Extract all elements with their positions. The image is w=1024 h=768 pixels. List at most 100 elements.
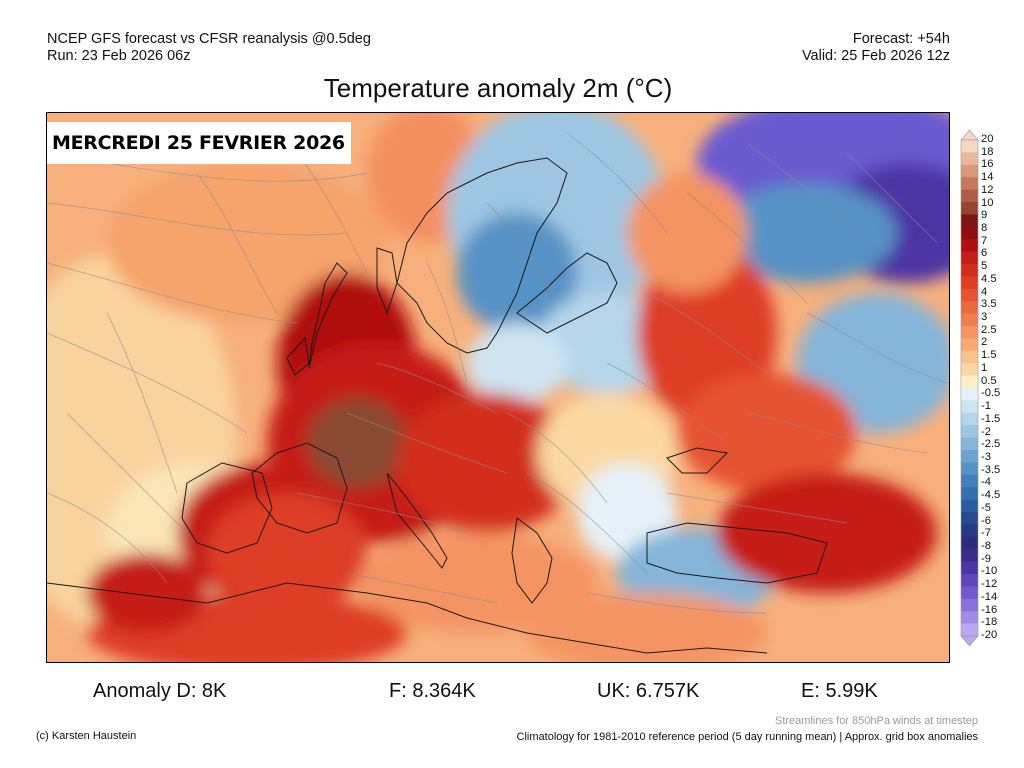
colorbar-label: 9 <box>981 209 988 222</box>
colorbar-swatch <box>961 301 978 314</box>
colorbar-swatch <box>961 239 978 252</box>
anomaly-f-value: F: 8.364K <box>389 680 476 702</box>
colorbar-swatch <box>961 152 978 166</box>
colorbar-label: -1.5 <box>981 412 1001 425</box>
forecast-hour: Forecast: +54h <box>852 31 950 47</box>
colorbar-swatch <box>961 400 978 414</box>
run-time: Run: 23 Feb 2026 06z <box>47 48 191 64</box>
colorbar-label: 20 <box>981 133 994 145</box>
wind-streamlines <box>47 132 948 614</box>
colorbar-swatch <box>961 350 978 364</box>
colorbar-label: 18 <box>981 145 994 158</box>
colorbar-swatch <box>961 313 978 327</box>
coastlines <box>47 157 828 654</box>
colorbar-swatch <box>961 499 978 513</box>
colorbar-swatch <box>961 412 978 426</box>
colorbar-swatch <box>961 276 978 290</box>
colorbar-label: -10 <box>981 565 998 578</box>
colorbar-label: -2 <box>981 425 991 438</box>
colorbar-label: 1.5 <box>981 349 997 362</box>
colorbar-label: 0.5 <box>981 374 997 387</box>
colorbar-swatch <box>961 474 978 488</box>
valid-time: Valid: 25 Feb 2026 12z <box>801 48 950 64</box>
colorbar-swatch <box>961 264 978 277</box>
colorbar-swatch <box>961 326 978 339</box>
colorbar-label: -0.5 <box>981 387 1001 400</box>
colorbar-swatch <box>961 338 978 352</box>
colorbar-label: -9 <box>981 552 991 565</box>
colorbar-label: 5 <box>981 260 988 273</box>
colorbar-swatch <box>961 388 978 401</box>
colorbar-swatch <box>961 549 978 562</box>
colorbar-swatch <box>961 164 978 178</box>
credit: (c) Karsten Haustein <box>36 730 137 742</box>
colorbar-label: -16 <box>981 603 998 616</box>
colorbar-swatch <box>961 586 978 600</box>
colorbar-label: 7 <box>981 234 988 247</box>
colorbar-label: -5 <box>981 501 991 514</box>
date-banner: MERCREDI 25 FEVRIER 2026 <box>47 122 351 164</box>
anomaly-e-value: E: 5.99K <box>801 680 878 702</box>
colorbar-label: 4 <box>981 285 988 298</box>
colorbar-swatch <box>961 536 978 550</box>
colorbar-bottom-extension <box>960 635 979 646</box>
colorbar-swatch <box>961 450 978 463</box>
colorbar-swatch <box>961 574 978 587</box>
colorbar-label: -4 <box>981 476 991 489</box>
colorbar-label: -4.5 <box>981 489 1001 502</box>
colorbar <box>960 130 979 646</box>
anomaly-map: MERCREDI 25 FEVRIER 2026 <box>46 112 950 663</box>
colorbar-swatch <box>961 487 978 500</box>
colorbar-label: -20 <box>981 629 998 641</box>
colorbar-swatch <box>961 140 978 153</box>
colorbar-label: -12 <box>981 578 998 591</box>
model-description: NCEP GFS forecast vs CFSR reanalysis @0.… <box>47 31 371 47</box>
colorbar-top-extension <box>960 130 979 141</box>
colorbar-label: -14 <box>981 590 998 603</box>
colorbar-swatch <box>961 189 978 203</box>
colorbar-swatch <box>961 425 978 438</box>
colorbar-swatch <box>961 462 978 476</box>
colorbar-swatch <box>961 623 978 637</box>
colorbar-swatch <box>961 611 978 624</box>
colorbar-label: 3 <box>981 311 988 324</box>
colorbar-label: -6 <box>981 514 991 527</box>
colorbar-label: 2.5 <box>981 323 997 336</box>
colorbar-label: -18 <box>981 616 998 629</box>
colorbar-label: 6 <box>981 247 988 260</box>
colorbar-label: 14 <box>981 171 994 184</box>
colorbar-label: 12 <box>981 183 994 196</box>
colorbar-swatch <box>961 375 978 389</box>
map-title: Temperature anomaly 2m (°C) <box>323 73 673 103</box>
colorbar-label: 1 <box>981 361 988 374</box>
colorbar-swatch <box>961 437 978 451</box>
colorbar-swatch <box>961 512 978 525</box>
colorbar-swatch <box>961 524 978 538</box>
colorbar-label: -3.5 <box>981 463 1001 476</box>
colorbar-swatch <box>961 363 978 376</box>
colorbar-label: 10 <box>981 196 994 209</box>
colorbar-label: 3.5 <box>981 298 997 311</box>
colorbar-label: -8 <box>981 539 991 552</box>
colorbar-label: 16 <box>981 158 994 171</box>
colorbar-label: -2.5 <box>981 438 1001 451</box>
climatology-note: Climatology for 1981-2010 reference peri… <box>516 731 978 743</box>
colorbar-swatch <box>961 251 978 265</box>
map-graphic <box>47 113 949 662</box>
colorbar-label: 4.5 <box>981 272 997 285</box>
colorbar-swatch <box>961 288 978 302</box>
colorbar-swatch <box>961 202 978 215</box>
colorbar-label: -1 <box>981 400 991 413</box>
colorbar-swatch <box>961 598 978 612</box>
colorbar-swatch <box>961 561 978 575</box>
colorbar-label: 2 <box>981 336 988 349</box>
colorbar-label: -3 <box>981 450 991 463</box>
anomaly-d-value: Anomaly D: 8K <box>93 680 227 702</box>
streamlines-note: Streamlines for 850hPa winds at timestep <box>775 715 978 727</box>
colorbar-swatch <box>961 177 978 190</box>
colorbar-swatch <box>961 214 978 228</box>
colorbar-label: -7 <box>981 527 991 540</box>
colorbar-label: 8 <box>981 222 988 235</box>
anomaly-uk-value: UK: 6.757K <box>597 680 700 702</box>
colorbar-swatch <box>961 226 978 240</box>
